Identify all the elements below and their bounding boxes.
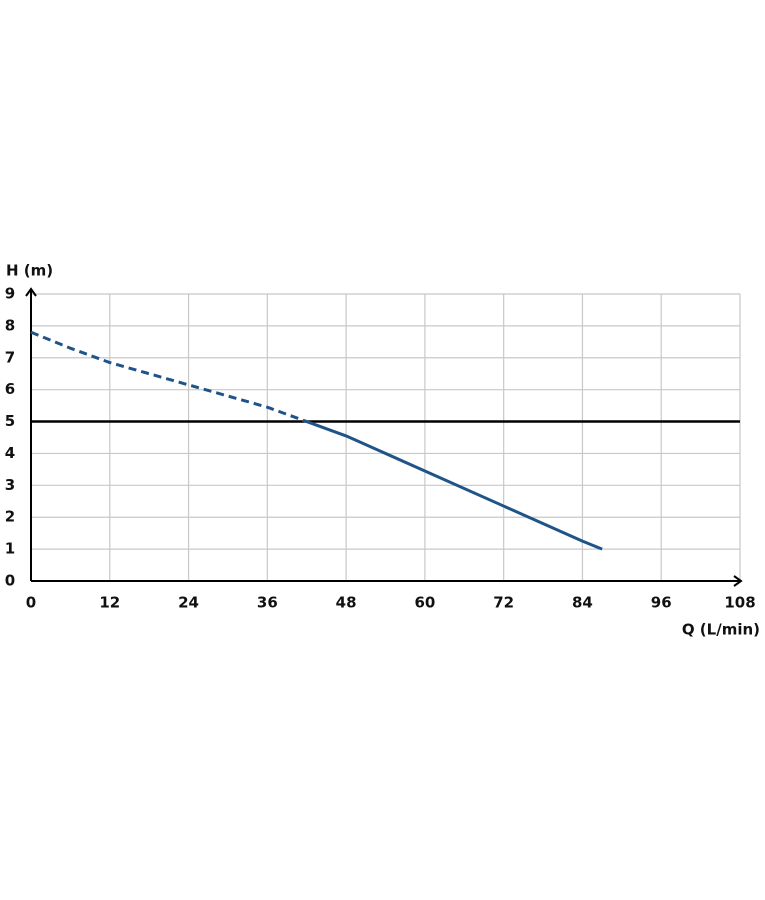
- x-tick-label: 12: [99, 594, 120, 612]
- x-tick-label: 60: [414, 594, 435, 612]
- x-tick-label: 36: [257, 594, 278, 612]
- x-tick-label: 96: [651, 594, 672, 612]
- curve: [30, 330, 308, 423]
- y-tick-label: 6: [5, 380, 15, 398]
- y-tick-label: 4: [5, 444, 15, 462]
- x-tick-label: 84: [572, 594, 593, 612]
- curve: [306, 420, 603, 551]
- x-tick-label: 0: [26, 594, 36, 612]
- y-tick-label: 8: [5, 316, 15, 334]
- y-tick-label: 1: [5, 540, 15, 558]
- x-axis-arrow: [733, 575, 743, 587]
- y-tick-label: 7: [5, 348, 15, 366]
- x-tick-label: 24: [178, 594, 199, 612]
- y-tick-label: 2: [5, 508, 15, 526]
- x-axis-label: Q (L/min): [682, 621, 760, 639]
- y-axis-label: H (m): [6, 262, 53, 280]
- y-axis-arrow: [25, 287, 37, 297]
- y-tick-label: 3: [5, 476, 15, 494]
- x-tick-label: 48: [336, 594, 357, 612]
- y-tick-label: 5: [5, 412, 15, 430]
- x-tick-label: 108: [724, 594, 755, 612]
- x-tick-label: 72: [493, 594, 514, 612]
- y-tick-label: 0: [5, 572, 15, 590]
- y-tick-label: 9: [5, 285, 15, 303]
